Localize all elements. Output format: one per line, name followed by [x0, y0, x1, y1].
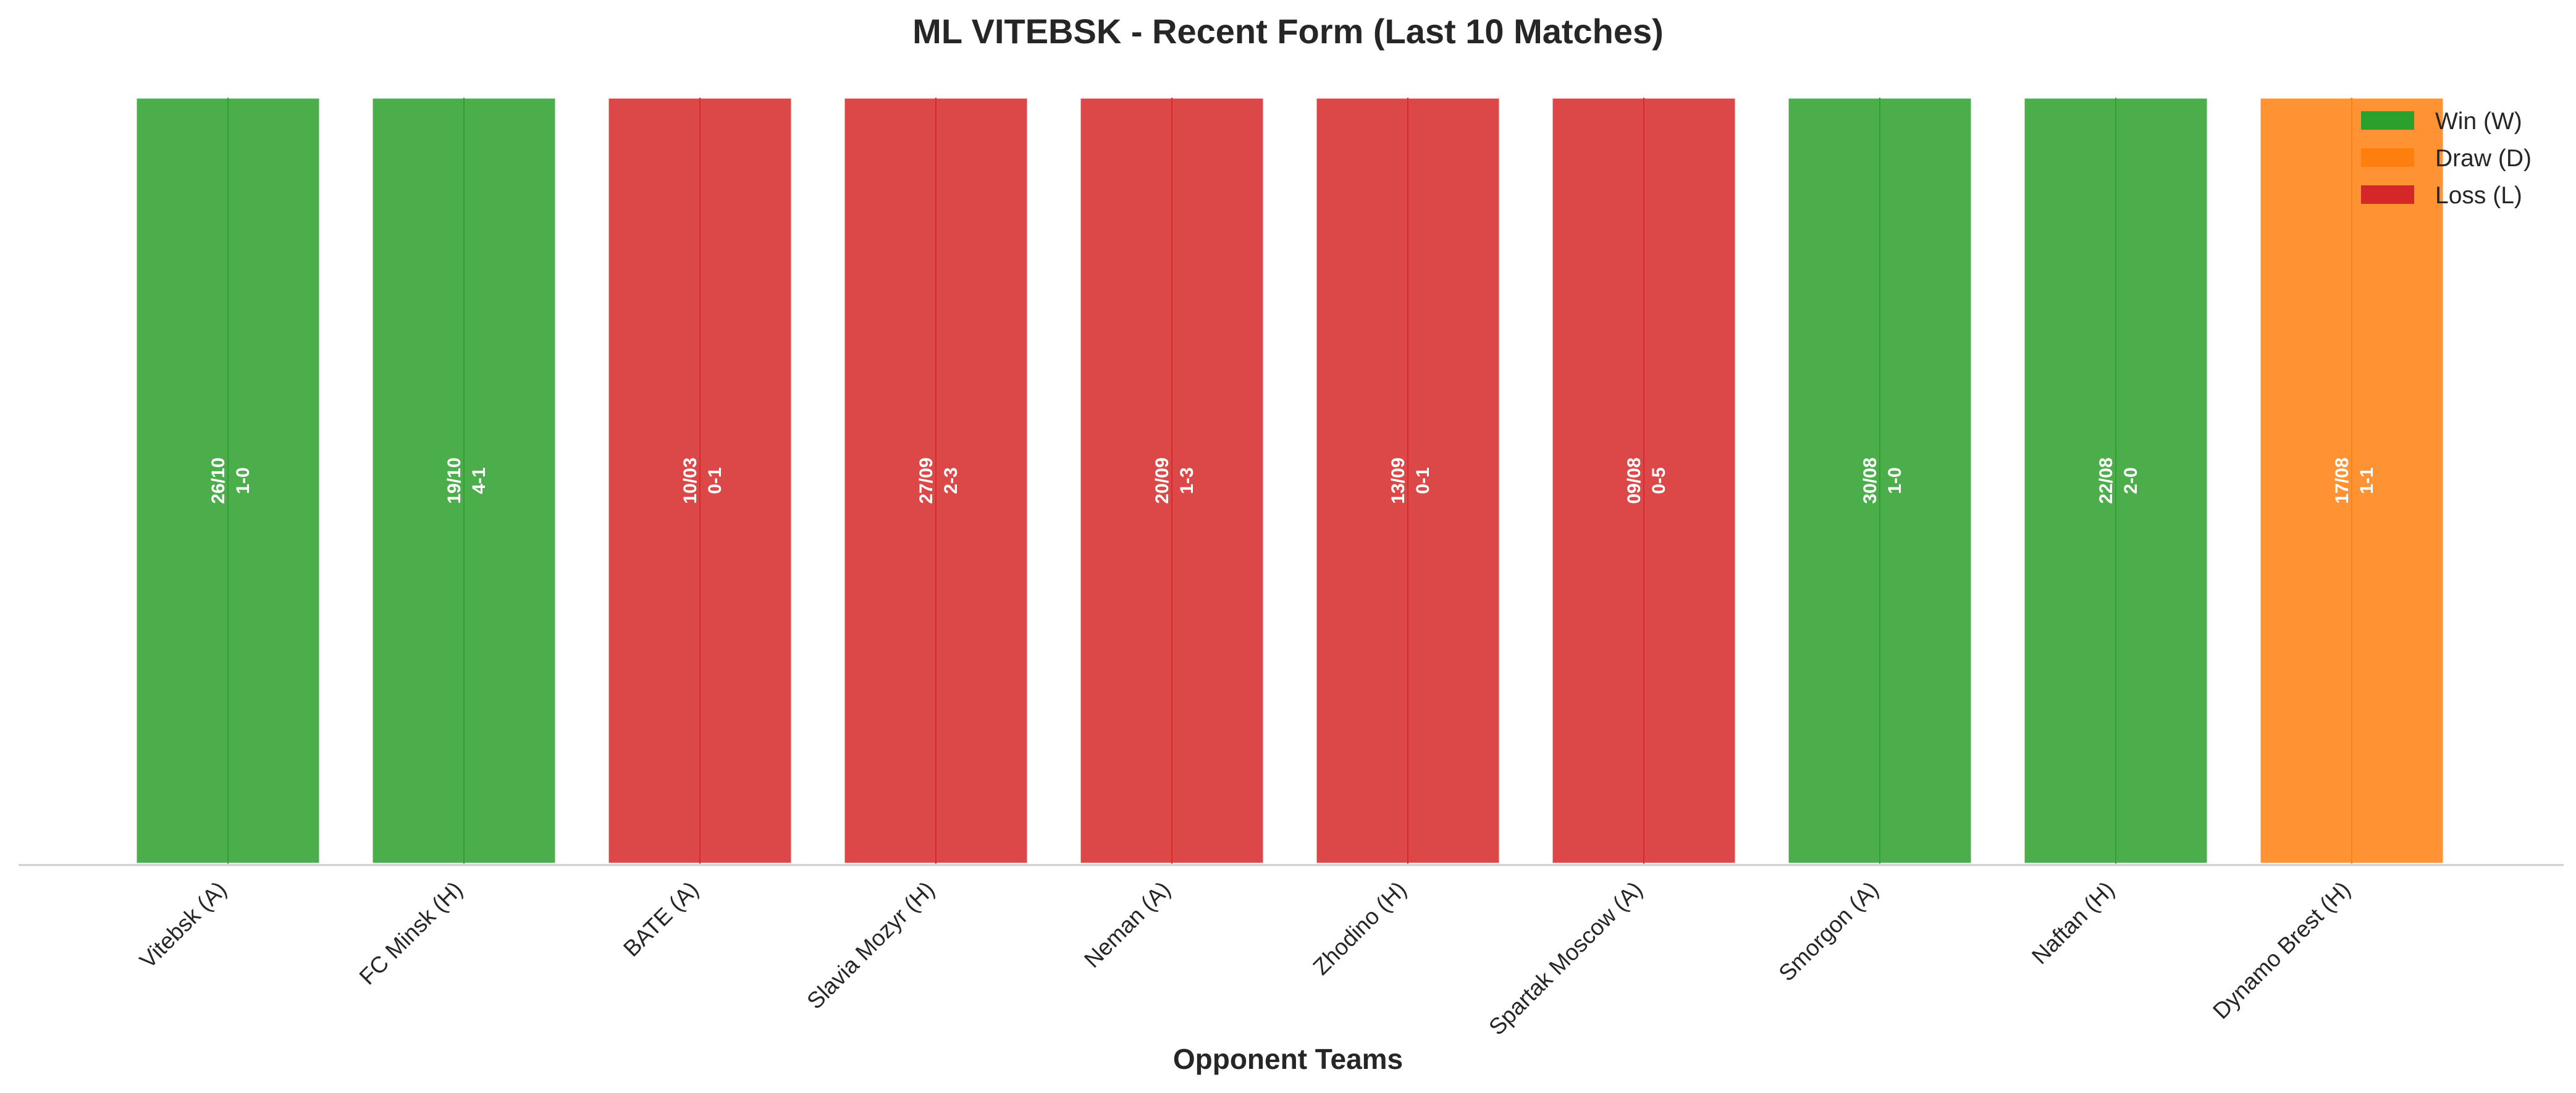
- legend-label: Win (W): [2435, 108, 2522, 135]
- bar-label-score: 0-1: [705, 467, 725, 494]
- bar-label-date: 30/08: [1860, 457, 1880, 504]
- x-tick-label: Slavia Mozyr (H): [802, 877, 939, 1014]
- bar-label: 30/08 1-0: [1860, 457, 1905, 504]
- bar-label: 17/08 1-1: [2332, 457, 2377, 504]
- legend-swatch: [2361, 148, 2414, 167]
- bar-label-score: 4-1: [469, 467, 489, 494]
- x-axis-label: Opponent Teams: [1173, 1043, 1403, 1075]
- bar-label-score: 1-3: [1177, 467, 1197, 494]
- bar-label-date: 17/08: [2332, 457, 2352, 504]
- legend-swatch: [2361, 185, 2414, 204]
- legend-label: Loss (L): [2435, 182, 2522, 209]
- x-tick-label: Vitebsk (A): [135, 877, 231, 973]
- x-tick-label: BATE (A): [618, 877, 704, 962]
- bar-label: 10/03 0-1: [680, 457, 725, 504]
- x-tick-label: Naftan (H): [2027, 877, 2119, 969]
- legend: Win (W) Draw (D) Loss (L): [2361, 108, 2532, 209]
- x-tick-labels: Vitebsk (A) FC Minsk (H) BATE (A) Slavia Mo…: [135, 877, 2355, 1040]
- x-tick-label: Zhodino (H): [1308, 877, 1412, 980]
- bar-label-score: 2-0: [2121, 467, 2141, 494]
- legend-label: Draw (D): [2435, 145, 2532, 172]
- bar-label-date: 26/10: [208, 457, 229, 504]
- x-tick-label: Neman (A): [1079, 877, 1175, 973]
- bar-label: 13/09 0-1: [1388, 457, 1433, 504]
- bar-label-score: 1-1: [2357, 467, 2377, 494]
- chart-title: ML VITEBSK - Recent Form (Last 10 Matche…: [912, 12, 1664, 51]
- bars-layer: 26/10 1-0 19/10 4-1 10/03 0-1 27/09 2-3 20/09 1-3…: [135, 96, 2445, 865]
- x-tick-label: Spartak Moscow (A): [1484, 877, 1648, 1040]
- bar-label-date: 20/09: [1152, 457, 1172, 504]
- bar-label-date: 19/10: [444, 457, 465, 504]
- bar-label-score: 0-1: [1413, 467, 1433, 494]
- bar-label-date: 27/09: [916, 457, 937, 504]
- bar-label: 22/08 2-0: [2096, 457, 2141, 504]
- bar-label-date: 22/08: [2096, 457, 2116, 504]
- bar-label: 27/09 2-3: [916, 457, 961, 504]
- bar-label: 19/10 4-1: [444, 457, 489, 504]
- bar-label-date: 13/09: [1388, 457, 1408, 504]
- legend-swatch: [2361, 111, 2414, 130]
- bar-label: 20/09 1-3: [1152, 457, 1197, 504]
- bar-label-score: 1-0: [1885, 467, 1905, 494]
- x-tick-label: Smorgon (A): [1774, 877, 1883, 986]
- bar-label-score: 0-5: [1649, 467, 1669, 494]
- bar-label-date: 10/03: [680, 457, 701, 504]
- x-tick-label: FC Minsk (H): [355, 877, 468, 990]
- bar-label-score: 1-0: [233, 467, 253, 494]
- bar-label-date: 09/08: [1624, 457, 1644, 504]
- x-tick-label: Dynamo Brest (H): [2208, 877, 2355, 1024]
- bar-label: 09/08 0-5: [1624, 457, 1669, 504]
- bar-label: 26/10 1-0: [208, 457, 253, 504]
- bar-label-score: 2-3: [941, 467, 961, 494]
